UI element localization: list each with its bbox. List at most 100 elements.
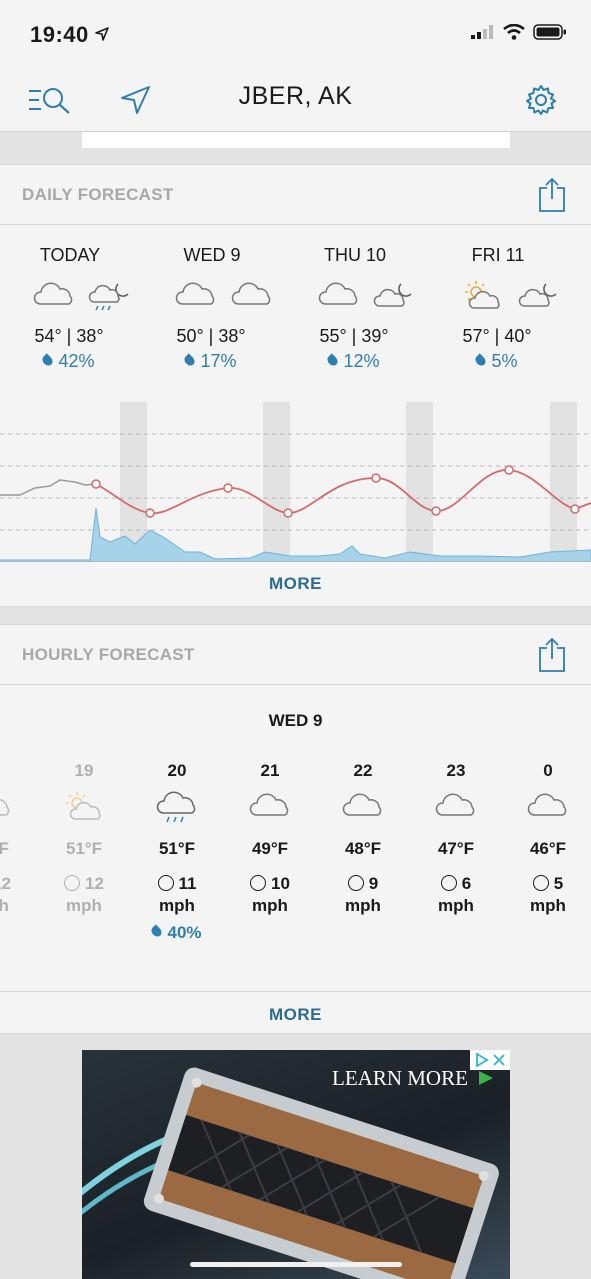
hour-label: 23 <box>446 761 466 780</box>
status-time: 19:40 <box>30 22 110 48</box>
daily-days-row: TODAY 54° | 38° 42% WED 9 50° | 38° 17% … <box>0 225 591 390</box>
precip-area <box>0 507 591 562</box>
wind-direction-icon <box>250 875 267 891</box>
raindrop-icon <box>149 924 165 939</box>
status-bar: 19:40 <box>0 0 591 70</box>
cloud-icon <box>0 799 10 816</box>
day-column[interactable]: TODAY 54° | 38° 42% <box>10 245 150 372</box>
hour-icon <box>317 791 409 831</box>
wind-direction-icon <box>440 875 457 891</box>
raindrop-icon <box>182 353 198 368</box>
day-icons <box>295 280 435 314</box>
hour-column[interactable]: 21 49°F 10 mph <box>224 761 316 917</box>
day-precip: 42% <box>0 351 150 372</box>
hour-temp: 47°F <box>437 839 475 858</box>
daily-forecast-graph[interactable] <box>0 402 591 562</box>
day-name: THU 10 <box>323 245 386 265</box>
day-temp-range: 57° | 40° <box>462 326 532 346</box>
close-icon <box>493 1054 505 1066</box>
daily-more-button[interactable]: MORE <box>269 574 322 593</box>
hour-column[interactable]: 22 48°F 9 mph <box>317 761 409 917</box>
hour-temp: 49°F <box>251 839 289 858</box>
hour-column[interactable]: 20 51°F 11 mph 40% <box>131 761 223 943</box>
location-title: JBER, AK <box>238 82 353 110</box>
settings-button[interactable] <box>518 82 564 118</box>
hourly-more-button[interactable]: MORE <box>269 1005 322 1024</box>
search-list-icon <box>29 88 70 114</box>
hour-column[interactable]: 19 51°F 12 mph <box>38 761 130 917</box>
temp-points <box>91 465 580 518</box>
hour-column[interactable]: 0 46°F 5 mph <box>502 761 591 917</box>
hour-precip: 40% <box>131 923 223 943</box>
night-bands <box>120 402 577 562</box>
hourly-divider <box>0 991 591 992</box>
rain-night-icon <box>88 283 129 311</box>
hour-temp: 46°F <box>529 839 567 858</box>
hour-wind: 11 mph <box>157 874 197 915</box>
day-temp-range: 50° | 38° <box>176 326 246 346</box>
location-arrow-icon <box>95 27 110 41</box>
wind-direction-icon <box>157 875 174 891</box>
daily-forecast-card: DAILY FORECAST TODAY 54° | 38° 42% WED 9 <box>0 164 591 607</box>
battery-icon <box>533 24 566 40</box>
share-icon <box>539 177 565 212</box>
partly-cloudy-night-icon <box>518 283 557 307</box>
day-temp-range: 55° | 39° <box>319 326 389 346</box>
partly-sunny-icon <box>66 792 101 820</box>
hour-wind: 10 mph <box>224 873 316 917</box>
hour-icon <box>0 791 37 831</box>
cloud-icon <box>527 793 567 816</box>
advertisement[interactable]: LEARN MORE <box>82 1050 510 1279</box>
wind-direction-icon <box>64 875 81 891</box>
raindrop-icon <box>325 353 341 368</box>
status-icons <box>471 24 567 40</box>
daily-share-button[interactable] <box>537 177 567 213</box>
past-temp-line <box>0 479 97 496</box>
day-temp-range: 54° | 38° <box>34 326 104 346</box>
hour-label: 20 <box>167 761 187 780</box>
ad-product-image <box>82 1067 499 1279</box>
home-indicator <box>190 1262 402 1267</box>
search-locations-button[interactable] <box>26 82 72 118</box>
hour-column[interactable]: 23 47°F 6 mph <box>410 761 502 917</box>
hour-icon <box>410 791 502 831</box>
hourly-forecast-header: HOURLY FORECAST <box>0 625 591 685</box>
day-precip: 12% <box>273 351 435 372</box>
wind-direction-icon <box>347 875 364 891</box>
day-column[interactable]: WED 9 50° | 38° 17% <box>152 245 292 372</box>
daily-forecast-title: DAILY FORECAST <box>22 185 174 204</box>
ad-choices-icon <box>476 1053 489 1067</box>
partly-sunny-icon <box>465 281 500 309</box>
day-precip: 17% <box>130 351 292 372</box>
day-icons <box>152 280 292 314</box>
current-location-button[interactable] <box>112 82 158 118</box>
hour-label: 0 <box>543 761 553 780</box>
hour-label: 19 <box>74 761 94 780</box>
ad-cta-text[interactable]: LEARN MORE <box>332 1066 468 1090</box>
wifi-icon <box>503 24 525 40</box>
hour-icon <box>224 791 316 831</box>
hour-icon <box>38 791 130 831</box>
day-name: WED 9 <box>183 245 241 265</box>
ad-choices-badge[interactable] <box>470 1050 510 1070</box>
cellular-signal-icon <box>471 25 493 39</box>
day-column[interactable]: THU 10 55° | 39° 12% <box>295 245 435 372</box>
hourly-forecast-title: HOURLY FORECAST <box>22 645 195 664</box>
hour-wind: 5 mph <box>530 874 566 915</box>
cloud-icon <box>175 282 215 305</box>
hourly-share-button[interactable] <box>537 637 567 673</box>
partly-cloudy-night-icon <box>373 283 412 307</box>
nav-bar: JBER, AK <box>0 70 591 132</box>
cloud-icon <box>435 793 475 816</box>
raindrop-icon <box>40 353 56 368</box>
temp-line <box>95 469 591 515</box>
day-column[interactable]: FRI 11 57° | 40° 5% <box>438 245 578 372</box>
hour-wind: 9 mph <box>345 874 381 915</box>
hour-temp: 51°F <box>0 839 10 858</box>
hour-label: 22 <box>353 761 373 780</box>
